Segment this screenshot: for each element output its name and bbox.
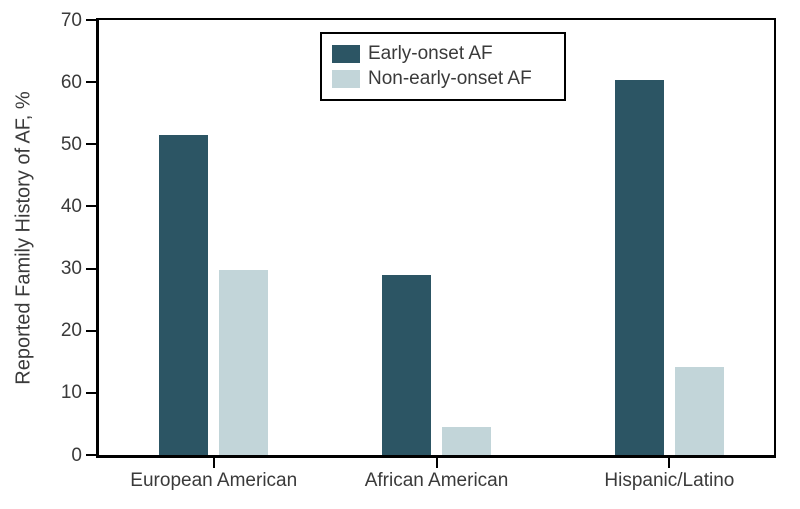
bar [219,270,268,455]
y-tick-label: 50 [61,134,82,156]
x-tick-mark [668,458,670,468]
legend: Early-onset AF Non-early-onset AF [320,32,566,101]
bar-chart: Reported Family History of AF, % Early-o… [0,0,800,509]
legend-label: Non-early-onset AF [368,68,532,90]
legend-swatch [332,45,360,63]
y-tick-label: 20 [61,320,82,342]
bar [615,80,664,455]
y-tick-mark [86,392,96,394]
y-axis-title: Reported Family History of AF, % [13,91,36,384]
y-tick-mark [86,330,96,332]
x-tick-label: African American [365,470,509,492]
bar [675,367,724,455]
legend-item: Non-early-onset AF [332,68,554,90]
y-tick-mark [86,268,96,270]
y-tick-label: 10 [61,382,82,404]
x-tick-label: Hispanic/Latino [604,470,734,492]
y-tick-mark [86,19,96,21]
bar [382,275,431,455]
legend-item: Early-onset AF [332,43,554,65]
bar [442,427,491,455]
y-tick-label: 60 [61,72,82,94]
y-tick-label: 40 [61,196,82,218]
bar [159,135,208,455]
y-tick-mark [86,143,96,145]
x-tick-mark [436,458,438,468]
legend-swatch [332,70,360,88]
x-tick-label: European American [130,470,297,492]
y-tick-label: 30 [61,258,82,280]
y-tick-mark [86,81,96,83]
x-tick-mark [213,458,215,468]
y-tick-mark [86,454,96,456]
y-tick-label: 70 [61,10,82,32]
legend-label: Early-onset AF [368,43,493,65]
y-tick-mark [86,205,96,207]
y-tick-label: 0 [71,445,82,467]
